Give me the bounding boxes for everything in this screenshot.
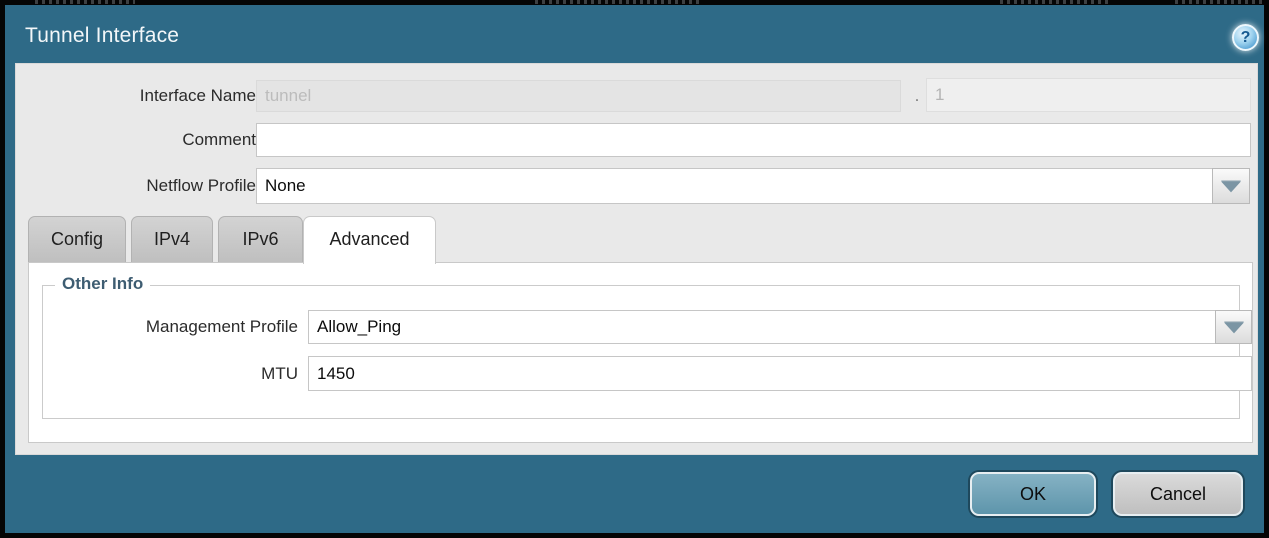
help-icon[interactable]: ? bbox=[1232, 24, 1259, 51]
other-info-group-title: Other Info bbox=[55, 274, 151, 294]
modal-overlay: Tunnel Interface ? Interface Name . Comm… bbox=[5, 5, 1264, 533]
background-page-remnant bbox=[35, 0, 135, 4]
netflow-profile-dropdown-button[interactable] bbox=[1212, 168, 1250, 204]
tab-config[interactable]: Config bbox=[28, 216, 126, 262]
tab-ipv6[interactable]: IPv6 bbox=[218, 216, 303, 262]
interface-name-input[interactable] bbox=[256, 80, 901, 112]
management-profile-label: Management Profile bbox=[145, 317, 298, 336]
other-info-groupbox: Other Info Management Profile MTU bbox=[42, 274, 1252, 419]
background-page-remnant bbox=[535, 0, 700, 4]
mtu-label: MTU bbox=[261, 364, 298, 383]
interface-name-label: Interface Name bbox=[139, 86, 256, 105]
comment-input[interactable] bbox=[256, 123, 1251, 157]
chevron-down-icon bbox=[1221, 181, 1241, 193]
management-profile-select[interactable] bbox=[308, 310, 1216, 344]
netflow-profile-label: Netflow Profile bbox=[146, 176, 256, 195]
netflow-profile-select[interactable] bbox=[256, 168, 1213, 204]
tab-advanced[interactable]: Advanced bbox=[303, 216, 436, 264]
comment-label: Comment bbox=[182, 130, 256, 149]
background-page-remnant bbox=[1175, 0, 1263, 4]
ok-button[interactable]: OK bbox=[970, 472, 1096, 516]
mtu-input[interactable] bbox=[308, 356, 1252, 391]
background-page-remnant bbox=[1000, 0, 1110, 4]
management-profile-dropdown-button[interactable] bbox=[1215, 310, 1252, 344]
cancel-button[interactable]: Cancel bbox=[1113, 472, 1243, 516]
dialog-title: Tunnel Interface bbox=[25, 24, 180, 47]
tab-ipv4[interactable]: IPv4 bbox=[131, 216, 213, 262]
subinterface-number-input[interactable] bbox=[926, 78, 1251, 112]
advanced-tab-panel: Other Info Management Profile MTU bbox=[28, 262, 1253, 443]
tunnel-interface-dialog: Interface Name . Comment Netflow Profile… bbox=[15, 63, 1258, 455]
chevron-down-icon bbox=[1223, 322, 1244, 334]
subinterface-separator: . bbox=[914, 86, 920, 105]
